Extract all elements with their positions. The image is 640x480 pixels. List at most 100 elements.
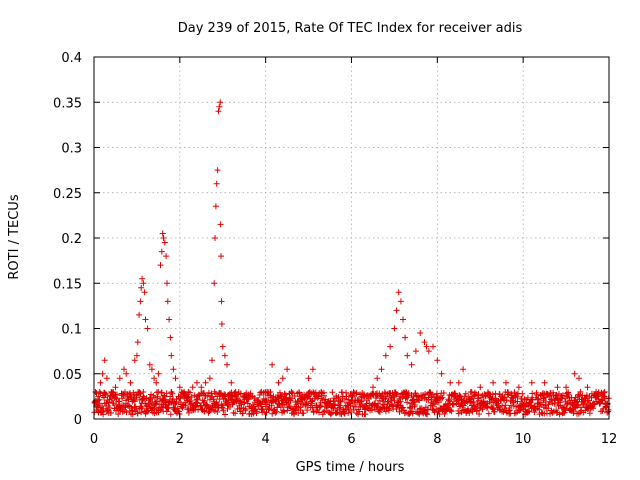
data-point (479, 406, 486, 413)
data-point (288, 388, 295, 395)
data-point (202, 379, 209, 386)
data-point (508, 392, 515, 399)
y-axis-label: ROTI / TECUs (7, 194, 22, 279)
data-point (321, 392, 327, 399)
data-point (378, 366, 385, 373)
data-point (455, 410, 462, 417)
data-point (241, 399, 248, 406)
data-point (167, 411, 174, 418)
data-point (201, 397, 208, 404)
data-point (327, 411, 334, 418)
data-point (167, 334, 174, 341)
data-point (584, 384, 591, 391)
data-point (216, 103, 223, 110)
data-point (139, 405, 146, 412)
data-point (308, 398, 315, 405)
x-axis-label: GPS time / hours (296, 460, 405, 475)
data-point (546, 393, 553, 400)
data-point (528, 379, 535, 386)
data-point (95, 393, 102, 400)
data-point (525, 408, 532, 415)
data-point (99, 370, 106, 377)
data-point (262, 388, 269, 395)
data-point (121, 366, 127, 373)
data-point (217, 99, 224, 106)
data-point (101, 394, 107, 401)
data-point (305, 375, 312, 382)
data-point (327, 397, 333, 404)
data-point (368, 407, 375, 414)
data-point (222, 411, 228, 418)
data-point (127, 379, 134, 386)
data-point (108, 388, 115, 395)
data-point (275, 379, 282, 386)
data-point (360, 394, 367, 401)
data-point (255, 397, 262, 404)
data-point (421, 339, 428, 346)
data-point (265, 406, 272, 413)
data-point (455, 379, 462, 386)
data-point (206, 375, 213, 382)
data-point (212, 203, 219, 210)
data-point (123, 370, 130, 377)
data-point (155, 388, 162, 395)
data-point (273, 408, 280, 415)
y-tick-label: 0 (74, 413, 82, 428)
data-point (284, 366, 291, 373)
data-point (206, 408, 213, 414)
data-point (330, 405, 337, 412)
data-point (220, 407, 227, 414)
data-point (139, 275, 146, 282)
data-point (430, 343, 436, 350)
data-point (423, 343, 430, 350)
data-point (369, 391, 376, 398)
data-point (218, 298, 225, 305)
data-point (399, 404, 406, 411)
data-point (485, 410, 492, 417)
data-point (300, 410, 307, 417)
data-point (100, 405, 107, 412)
data-point (176, 384, 183, 391)
data-point (116, 375, 123, 382)
data-point (601, 388, 608, 395)
data-point (304, 407, 311, 414)
data-point (356, 408, 363, 415)
x-tick-labels: 0 2 4 6 8 10 12 (90, 432, 617, 447)
data-point (391, 397, 398, 404)
data-point (447, 379, 454, 386)
data-point (576, 375, 582, 382)
data-point (134, 410, 141, 417)
data-point (404, 399, 411, 406)
data-point (101, 357, 108, 364)
data-point (468, 388, 475, 395)
data-point (408, 361, 415, 368)
data-point (382, 352, 389, 359)
data-point (242, 406, 249, 412)
data-point (106, 404, 113, 411)
data-point (353, 390, 360, 397)
data-point (96, 388, 103, 395)
data-point (219, 343, 226, 350)
data-point (214, 408, 221, 415)
data-point (519, 390, 526, 397)
data-point (490, 379, 497, 386)
data-point (193, 399, 200, 406)
y-tick-label: 0.1 (61, 323, 82, 338)
data-point (213, 180, 220, 187)
data-point (97, 379, 104, 386)
data-point (153, 379, 160, 386)
data-point (439, 394, 446, 401)
data-point (141, 289, 148, 296)
data-point (138, 284, 145, 291)
data-point (241, 393, 248, 400)
data-point (429, 391, 436, 398)
data-point (604, 400, 611, 407)
grid-lines (93, 56, 610, 420)
x-tick-label: 6 (347, 432, 355, 447)
x-tick-label: 8 (433, 432, 441, 447)
y-tick-label: 0.2 (61, 232, 82, 247)
y-tick-label: 0.05 (53, 368, 82, 383)
y-tick-label: 0.35 (53, 96, 82, 111)
data-point (349, 393, 356, 400)
